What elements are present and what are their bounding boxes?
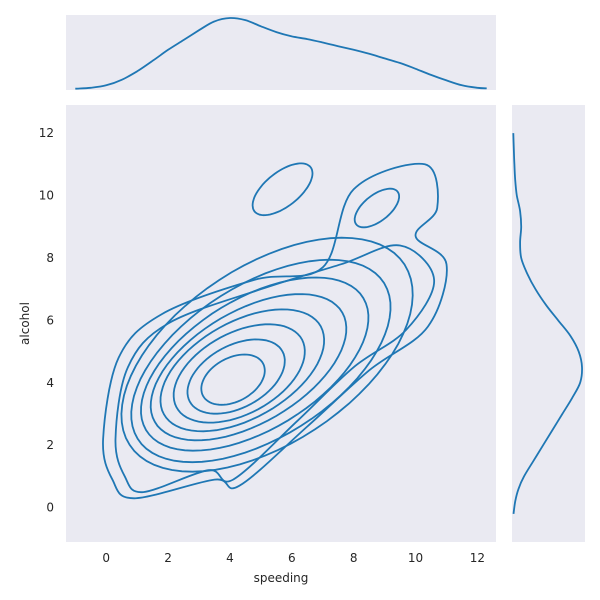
x-tick-label: 10 bbox=[408, 551, 423, 565]
kde-contour-level-8 bbox=[120, 236, 414, 473]
x-tick-label: 0 bbox=[102, 551, 110, 565]
marginal-x-panel bbox=[66, 15, 496, 90]
marginal-x-density-line bbox=[75, 17, 487, 90]
kde-contour-level-5 bbox=[149, 293, 348, 442]
y-tick-label: 2 bbox=[46, 438, 54, 452]
kde-contour-level-4 bbox=[159, 308, 326, 433]
marginal-y-panel bbox=[512, 105, 585, 542]
y-tick-label: 4 bbox=[46, 376, 54, 390]
x-tick-label: 12 bbox=[470, 551, 485, 565]
x-axis-label: speeding bbox=[254, 571, 309, 585]
y-tick-label: 10 bbox=[39, 189, 54, 203]
kde-contour-level-3 bbox=[172, 323, 306, 424]
x-tick-label: 2 bbox=[164, 551, 172, 565]
kde-contour-outer-2 bbox=[102, 162, 448, 500]
x-tick-label: 4 bbox=[226, 551, 234, 565]
kde-contour-island-2 bbox=[353, 187, 400, 229]
kde-contour-level-2 bbox=[186, 338, 286, 415]
kde-contour-island-1 bbox=[251, 162, 314, 217]
y-axis-label: alcohol bbox=[18, 302, 32, 345]
kde-contour-level-7 bbox=[130, 258, 392, 464]
joint-kde-panel bbox=[66, 105, 496, 542]
x-tick-label: 8 bbox=[350, 551, 358, 565]
y-tick-label: 8 bbox=[46, 251, 54, 265]
y-tick-label: 6 bbox=[46, 313, 54, 327]
x-tick-label: 6 bbox=[288, 551, 296, 565]
marginal-y-density-line bbox=[512, 133, 583, 515]
y-tick-label: 0 bbox=[46, 501, 54, 515]
kde-contour-outer-1 bbox=[114, 244, 436, 494]
kde-contour-level-1 bbox=[200, 353, 266, 406]
y-tick-label: 12 bbox=[39, 126, 54, 140]
